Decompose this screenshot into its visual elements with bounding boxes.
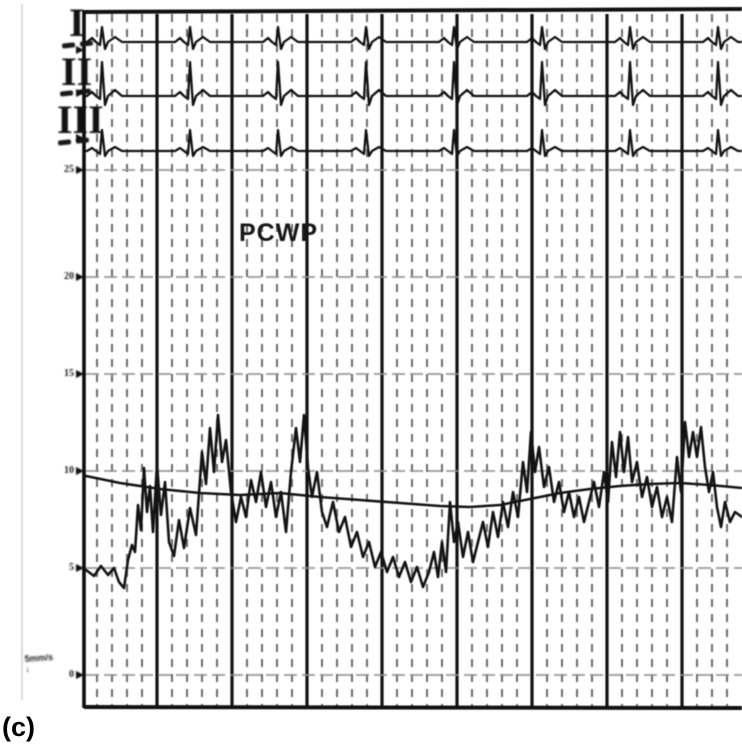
chart-frame <box>82 7 742 710</box>
y-tick-arrow-icon <box>76 467 84 475</box>
y-tick-arrow-icon <box>76 671 84 679</box>
grid-lines <box>86 14 742 706</box>
y-tick-label: 0 <box>69 669 74 680</box>
lead-label-I: I <box>69 0 85 45</box>
y-tick-label: 15 <box>64 368 74 379</box>
y-tick-arrow-icon <box>76 370 84 378</box>
y-tick-label: 25 <box>64 164 74 175</box>
waveform-traces <box>84 25 742 590</box>
lead-label-II: II <box>61 49 93 94</box>
y-tick-arrow-icon <box>76 273 84 281</box>
page-margin-line <box>21 4 23 700</box>
y-tick-arrow-icon <box>76 564 84 572</box>
ecg-trace-II <box>84 60 742 107</box>
ecg-baseline-arrow-icon <box>76 134 84 142</box>
speed-annotation: 5mm/s ↓ <box>24 652 54 675</box>
speed-annotation-line2: ↓ <box>24 663 31 674</box>
y-tick-label: 10 <box>64 465 74 476</box>
ecg-trace-I <box>84 25 742 51</box>
lead-label-III: III <box>57 97 104 142</box>
ecg-baseline-arrow-icon <box>76 89 84 97</box>
pcwp-wave-trace <box>84 413 742 590</box>
y-tick-arrow-icon <box>76 166 84 174</box>
ecg-baseline-arrow-icon <box>76 46 84 54</box>
pcwp-label: PCWP <box>239 219 318 247</box>
panel-label: (c) <box>2 712 35 742</box>
speed-annotation-line1: 5mm/s <box>24 652 54 664</box>
y-tick-label: 5 <box>69 562 74 573</box>
ecg-trace-III <box>84 128 742 158</box>
y-tick-label: 20 <box>64 271 74 282</box>
pcwp-mean-trace <box>84 474 742 509</box>
